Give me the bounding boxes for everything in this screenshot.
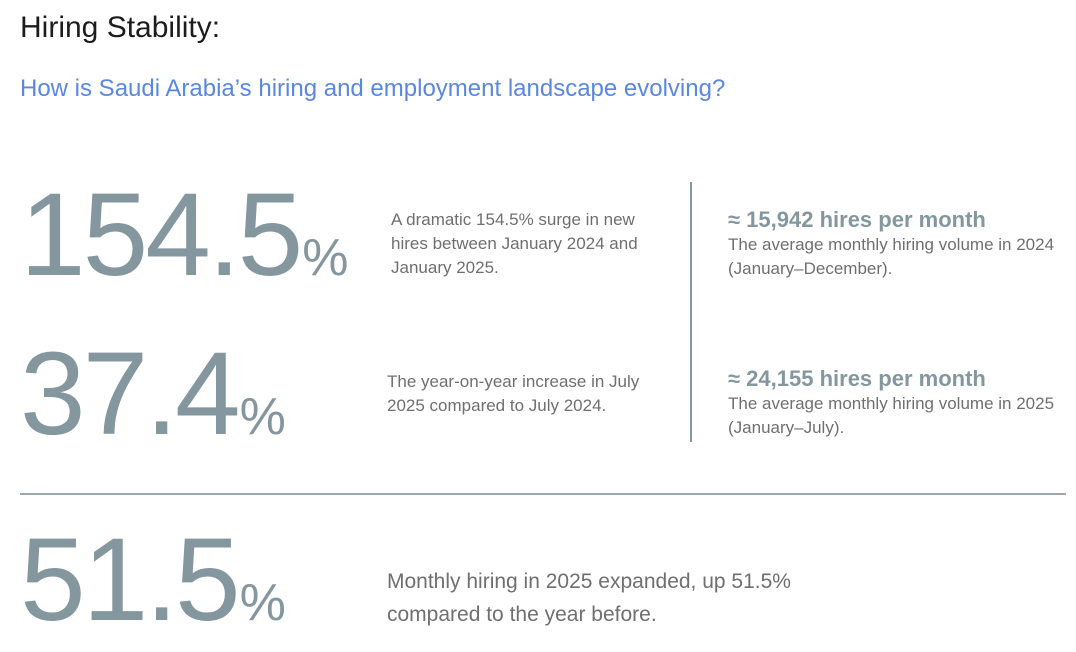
metric-description: The average monthly hiring volume in 202… (728, 394, 1055, 437)
vertical-divider (690, 182, 692, 442)
metric-description: The average monthly hiring volume in 202… (728, 235, 1055, 278)
metric-2025: ≈ 24,155 hires per month The average mon… (728, 366, 1058, 440)
metric-headline: ≈ 24,155 hires per month (728, 366, 986, 391)
stat-value: 51.5 (20, 514, 241, 646)
horizontal-divider (20, 493, 1066, 495)
metric-headline: ≈ 15,942 hires per month (728, 207, 986, 232)
stat-value: 154.5 (20, 169, 303, 301)
stat-unit: % (302, 229, 349, 287)
metric-2024: ≈ 15,942 hires per month The average mon… (728, 207, 1058, 281)
stat-unit: % (239, 574, 286, 632)
stat-51-5: 51.5% (20, 521, 286, 639)
page-subtitle: How is Saudi Arabia’s hiring and employm… (20, 75, 726, 102)
stat-37-4: 37.4% (20, 335, 286, 453)
stat-unit: % (239, 388, 286, 446)
page-title: Hiring Stability: (20, 11, 221, 44)
stat-value: 37.4 (20, 328, 241, 460)
stat-description: Monthly hiring in 2025 expanded, up 51.5… (387, 570, 791, 626)
stat-description: The year-on-year increase in July 2025 c… (387, 372, 640, 415)
stat-154-5: 154.5% (20, 176, 349, 294)
stat-description: A dramatic 154.5% surge in new hires bet… (391, 210, 638, 277)
